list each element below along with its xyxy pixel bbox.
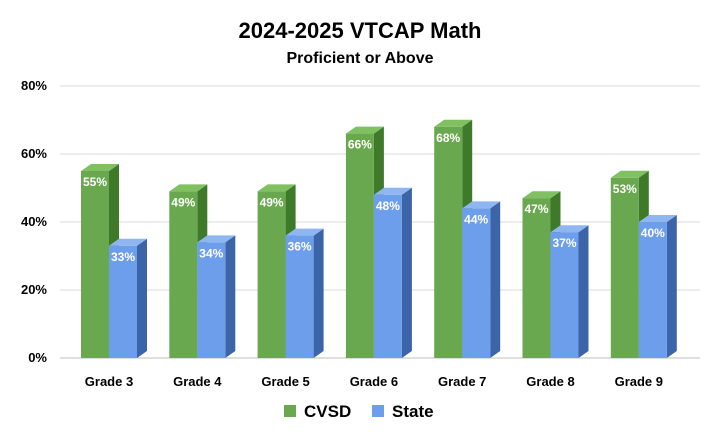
bar-top-face bbox=[610, 170, 649, 178]
bar-side-face bbox=[666, 215, 677, 358]
y-tick-label: 0% bbox=[28, 350, 47, 365]
bar-top-face bbox=[522, 191, 561, 199]
bar-side-face bbox=[137, 238, 147, 358]
bar-top-face bbox=[257, 184, 296, 192]
bar-side-face bbox=[578, 225, 589, 358]
chart-subtitle: Proficient or Above bbox=[287, 50, 434, 67]
bar-top-face bbox=[550, 225, 589, 233]
x-category-label: Grade 6 bbox=[350, 374, 398, 389]
bar-front-face bbox=[462, 208, 491, 358]
bar-top-face bbox=[462, 201, 501, 209]
bar-front-face bbox=[197, 242, 226, 358]
bar-front-face bbox=[522, 198, 551, 358]
bar-state-1: 33% bbox=[109, 238, 147, 358]
y-tick-label: 40% bbox=[21, 214, 47, 229]
bar-side-face bbox=[401, 187, 412, 358]
bar-front-face bbox=[285, 235, 314, 358]
data-label: 36% bbox=[288, 240, 312, 254]
legend: CVSD State bbox=[284, 402, 434, 421]
bar-side-face bbox=[490, 201, 501, 358]
x-category-label: Grade 4 bbox=[173, 374, 222, 389]
bars: 55% 33% 49% 34% 49% 36% 66% 48% 68% 44% 47% 37% 53% 4… bbox=[81, 119, 677, 358]
legend-swatch bbox=[372, 405, 384, 417]
bar-cvsd-2: 49% bbox=[169, 184, 208, 358]
bar-front-face bbox=[550, 232, 579, 358]
x-category-label: Grade 5 bbox=[261, 374, 309, 389]
data-label: 47% bbox=[524, 202, 548, 216]
bar-side-face bbox=[225, 235, 236, 358]
data-label: 37% bbox=[552, 236, 576, 250]
legend-item-state: State bbox=[372, 402, 434, 421]
y-axis-ticks: 0% 20% 40% 60% 80% bbox=[21, 78, 47, 365]
bar-front-face bbox=[373, 194, 402, 358]
bar-top-face bbox=[373, 187, 412, 195]
bar-front-face bbox=[434, 126, 463, 358]
x-category-label: Grade 3 bbox=[85, 374, 133, 389]
bar-front-face bbox=[345, 133, 374, 358]
bar-state-5: 44% bbox=[462, 201, 501, 358]
data-label: 48% bbox=[376, 199, 400, 213]
bar-front-face bbox=[109, 245, 137, 358]
data-label: 49% bbox=[171, 195, 195, 209]
bar-state-6: 37% bbox=[550, 225, 589, 358]
bar-top-face bbox=[285, 228, 324, 236]
data-label: 53% bbox=[613, 182, 637, 196]
data-label: 66% bbox=[348, 138, 372, 152]
y-tick-label: 60% bbox=[21, 146, 47, 161]
y-tick-label: 20% bbox=[21, 282, 47, 297]
data-label: 44% bbox=[464, 212, 488, 226]
bar-top-face bbox=[638, 215, 677, 222]
bar-state-4: 48% bbox=[373, 187, 412, 358]
y-tick-label: 80% bbox=[21, 78, 47, 93]
bar-state-3: 36% bbox=[285, 228, 324, 358]
bar-state-7: 40% bbox=[638, 215, 677, 358]
bar-top-face bbox=[109, 238, 147, 246]
bar-front-face bbox=[169, 191, 198, 358]
x-category-label: Grade 7 bbox=[438, 374, 486, 389]
bar-front-face bbox=[81, 171, 109, 358]
data-label: 49% bbox=[260, 195, 284, 209]
data-label: 33% bbox=[111, 250, 135, 264]
x-category-label: Grade 9 bbox=[615, 374, 663, 389]
bar-side-face bbox=[313, 228, 324, 358]
bar-top-face bbox=[345, 126, 384, 134]
data-label: 40% bbox=[641, 226, 665, 240]
bar-front-face bbox=[257, 191, 286, 358]
data-label: 55% bbox=[83, 175, 107, 189]
legend-swatch bbox=[284, 405, 296, 417]
data-label: 34% bbox=[199, 246, 223, 260]
bar-top-face bbox=[81, 164, 119, 171]
data-label: 68% bbox=[436, 131, 460, 145]
legend-item-cvsd: CVSD bbox=[284, 402, 351, 421]
chart-title: 2024-2025 VTCAP Math bbox=[239, 18, 482, 43]
bar-state-2: 34% bbox=[197, 235, 236, 358]
bar-front-face bbox=[610, 177, 639, 358]
x-category-label: Grade 8 bbox=[526, 374, 574, 389]
bar-top-face bbox=[434, 119, 473, 127]
bar-top-face bbox=[169, 184, 208, 192]
legend-label: CVSD bbox=[304, 402, 351, 421]
bar-front-face bbox=[638, 222, 667, 358]
x-axis-categories: Grade 3 Grade 4 Grade 5 Grade 6 Grade 7 Grade… bbox=[85, 374, 663, 389]
bar-top-face bbox=[197, 235, 236, 243]
legend-label: State bbox=[392, 402, 434, 421]
